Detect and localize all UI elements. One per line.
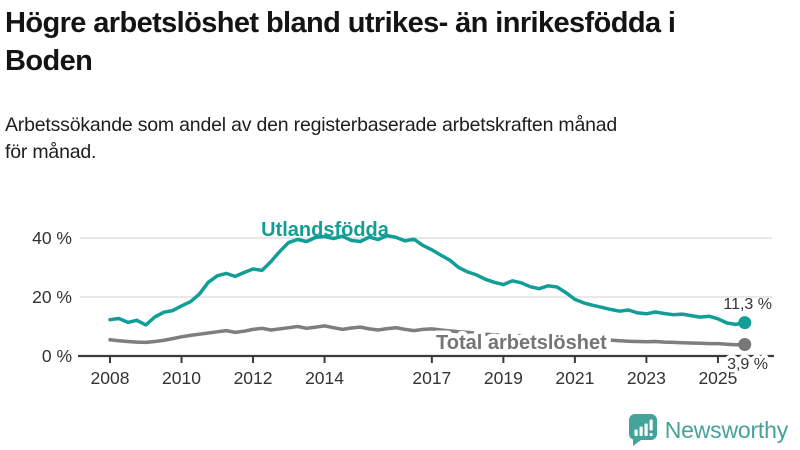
y-axis-labels: 0 % 20 % 40 %: [32, 228, 72, 366]
svg-text:2019: 2019: [484, 368, 523, 388]
chart-title: Högre arbetslöshet bland utrikes- än inr…: [5, 4, 785, 81]
svg-text:2012: 2012: [234, 368, 273, 388]
svg-text:0 %: 0 %: [42, 346, 72, 366]
svg-text:3,9 %: 3,9 %: [727, 356, 768, 373]
chart-subtitle-line1: Arbetssökande som andel av den registerb…: [5, 114, 618, 136]
svg-text:2008: 2008: [91, 368, 130, 388]
svg-text:20 %: 20 %: [32, 287, 72, 307]
svg-text:2023: 2023: [627, 368, 666, 388]
chart-title-line1: Högre arbetslöshet bland utrikes- än inr…: [5, 7, 676, 39]
chart-subtitle-line2: för månad.: [5, 140, 97, 163]
svg-text:2010: 2010: [162, 368, 201, 388]
newsworthy-logo: Newsworthy: [628, 412, 788, 448]
newsworthy-wordmark: Newsworthy: [664, 416, 788, 443]
svg-text:Utlandsfödda: Utlandsfödda: [261, 219, 390, 241]
svg-text:11,3 %: 11,3 %: [723, 296, 772, 313]
series-inline-labels: Utlandsfödda Total arbetslöshet: [261, 219, 612, 359]
svg-text:2014: 2014: [305, 368, 344, 388]
svg-text:2021: 2021: [555, 368, 594, 388]
newsworthy-bars-icon: [628, 414, 657, 446]
data-series-lines: [108, 233, 747, 347]
svg-text:2025: 2025: [698, 368, 737, 388]
svg-text:40 %: 40 %: [32, 228, 72, 248]
series-end-markers: 11,3 % 3,9 %: [723, 296, 772, 377]
chart-subtitle: Arbetssökande som andel av den registerb…: [5, 112, 785, 166]
x-axis-labels: 2008 2010 2012 2014 2017 2019 2021 2023 2025: [91, 368, 738, 388]
svg-text:2017: 2017: [412, 368, 451, 388]
svg-text:Total arbetslöshet: Total arbetslöshet: [436, 332, 607, 354]
chart-title-line2: Boden: [5, 45, 93, 78]
x-axis: [78, 354, 774, 363]
